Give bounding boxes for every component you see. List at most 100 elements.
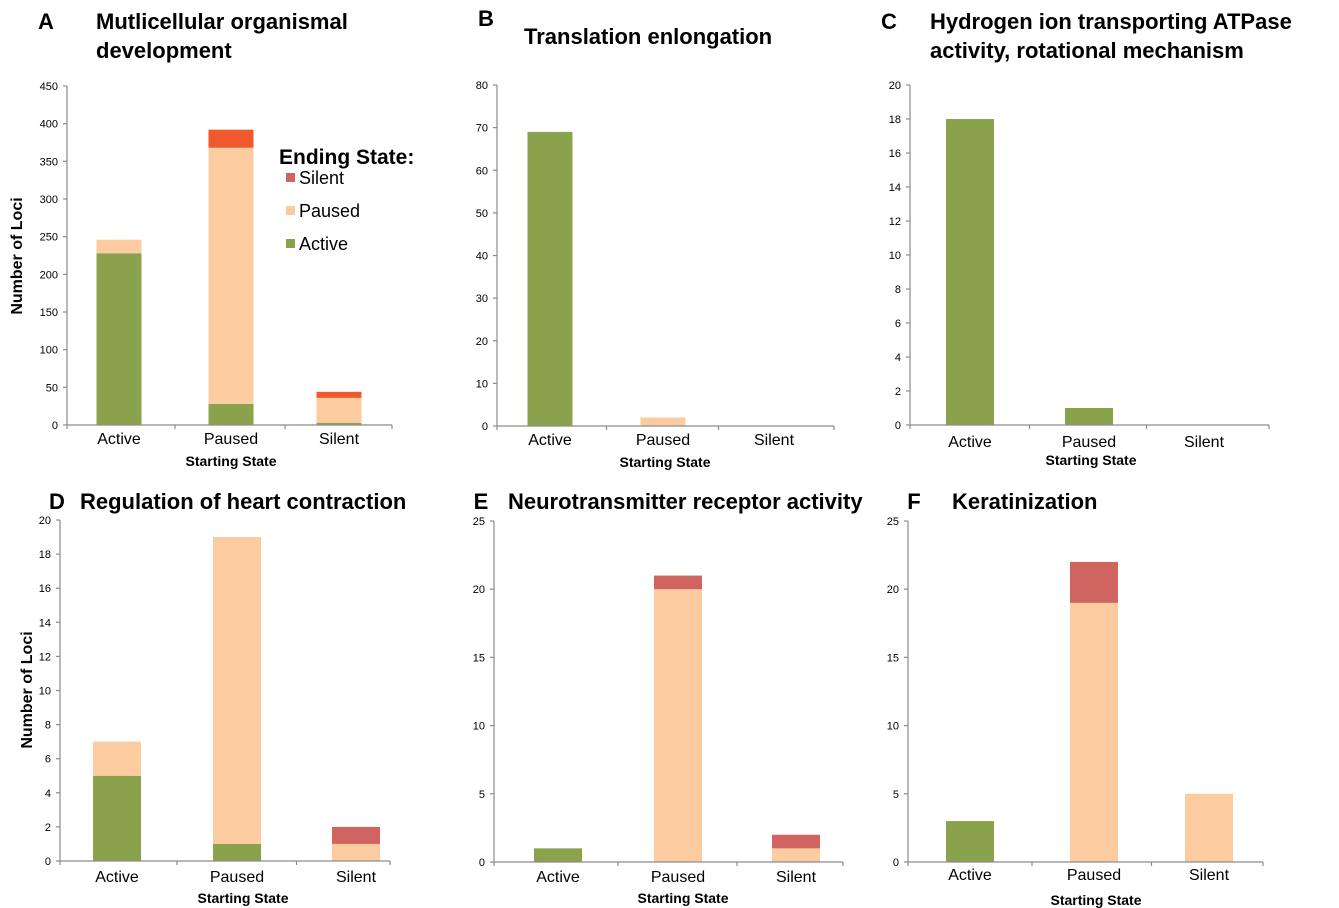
y-tick-label: 0 — [45, 856, 51, 868]
y-tick-label: 15 — [887, 652, 899, 664]
bar-active-active — [534, 848, 582, 862]
x-tick-label: Silent — [1184, 434, 1225, 451]
y-tick-label: 50 — [46, 382, 58, 394]
y-tick-label: 12 — [39, 651, 51, 663]
chart-panel-d: D Regulation of heart contraction 0 2 4 6 8 10 1… — [19, 489, 406, 906]
y-tick-label: 15 — [473, 652, 485, 664]
y-tick-label: 60 — [476, 165, 488, 177]
panel-letter: C — [881, 9, 897, 34]
y-tick-label: 50 — [476, 208, 488, 220]
y-tick-label: 2 — [45, 822, 51, 834]
y-tick-label: 0 — [895, 420, 901, 432]
x-tick-label: Active — [97, 431, 141, 448]
x-axis-label: Starting State — [185, 453, 276, 469]
y-tick-label: 200 — [40, 269, 58, 281]
y-tick-label: 25 — [473, 516, 485, 528]
y-tick-label: 350 — [40, 156, 58, 168]
bar-silent-paused — [654, 575, 702, 590]
bar-paused-paused — [213, 537, 261, 844]
x-tick-label: Active — [948, 434, 992, 451]
y-tick-label: 450 — [40, 81, 58, 93]
chart-panels: A Mutlicellular organismaldevelopment0501… — [9, 6, 1292, 908]
y-tick-label: 6 — [45, 754, 51, 766]
panel-title: development — [96, 38, 232, 63]
y-tick-label: 20 — [473, 584, 485, 596]
chart-panel-a: A Mutlicellular organismal development 0 50 1… — [9, 9, 393, 469]
bar-paused-silent — [316, 397, 362, 423]
y-tick-label: 10 — [887, 721, 899, 733]
bar-active-active — [96, 253, 142, 425]
y-tick-label: 100 — [40, 345, 58, 357]
y-tick-label: 12 — [889, 216, 901, 228]
y-tick-label: 0 — [52, 420, 58, 432]
bar-silent-silent — [332, 826, 380, 844]
bar-paused-paused — [654, 589, 702, 862]
y-tick-label: 16 — [39, 583, 51, 595]
panel-title: Regulation of heart contraction — [80, 489, 406, 514]
panel-title: Keratinization — [952, 489, 1097, 514]
y-tick-label: 5 — [479, 789, 485, 801]
legend-label-paused: Paused — [299, 201, 360, 221]
x-axis-label: Starting State — [197, 890, 288, 906]
panel-title: Neurotransmitter receptor activity — [508, 489, 863, 514]
panel-letter: E — [474, 489, 489, 514]
x-tick-label: Paused — [1062, 434, 1116, 451]
y-tick-label: 30 — [476, 293, 488, 305]
x-tick-label: Active — [536, 869, 580, 886]
x-axis-label: Starting State — [1045, 452, 1136, 468]
y-tick-label: 80 — [476, 80, 488, 92]
bar-active-active — [93, 775, 141, 861]
y-axis-label: Number of Loci — [9, 197, 26, 314]
y-tick-label: 20 — [39, 515, 51, 527]
bar-active-active — [946, 119, 994, 425]
y-tick-label: 16 — [889, 148, 901, 160]
x-axis-label: Starting State — [637, 890, 728, 906]
x-tick-label: Silent — [754, 432, 795, 449]
legend-label-active: Active — [299, 234, 348, 254]
bar-paused-active — [96, 239, 142, 254]
x-tick-label: Active — [95, 869, 139, 886]
y-tick-label: 20 — [889, 80, 901, 92]
y-tick-label: 10 — [39, 686, 51, 698]
bar-paused-paused — [1070, 602, 1118, 862]
x-tick-label: Silent — [1189, 867, 1230, 884]
y-tick-label: 0 — [482, 421, 488, 433]
y-axis-label: Number of Loci — [19, 631, 36, 748]
y-tick-label: 0 — [893, 857, 899, 869]
panel-title: Translation enlongation — [524, 24, 772, 49]
panel-title: activity, rotational mechanism — [930, 38, 1244, 63]
y-tick-label: 150 — [40, 307, 58, 319]
bar-active-paused — [1065, 408, 1113, 425]
y-tick-label: 18 — [39, 549, 51, 561]
x-tick-label: Active — [948, 867, 992, 884]
legend-items: Silent Paused Active — [286, 168, 360, 254]
y-tick-label: 2 — [895, 386, 901, 398]
legend-swatch-paused — [286, 206, 295, 215]
x-axis-label: Starting State — [619, 454, 710, 470]
y-tick-label: 8 — [895, 284, 901, 296]
panel-title: Hydrogen ion transporting ATPase — [930, 9, 1292, 34]
y-tick-label: 0 — [479, 857, 485, 869]
y-tick-label: 4 — [45, 788, 51, 800]
bar-silent-silent — [316, 391, 362, 398]
bar-paused-paused — [640, 417, 686, 426]
bar-paused-active — [93, 741, 141, 776]
x-tick-label: Paused — [636, 432, 690, 449]
x-tick-label: Paused — [204, 431, 258, 448]
legend-label-silent: Silent — [299, 168, 344, 188]
y-tick-label: 400 — [40, 119, 58, 131]
y-tick-label: 6 — [895, 318, 901, 330]
panel-letter: B — [478, 6, 494, 31]
y-tick-label: 25 — [887, 516, 899, 528]
chart-panel-b: B Translation enlongation 0 10 20 30 40 50 60 70 8… — [476, 6, 835, 470]
y-tick-label: 18 — [889, 114, 901, 126]
bar-silent-paused — [1070, 561, 1118, 603]
chart-panel-e: E Neurotransmitter receptor activity 0 5 10 1… — [473, 489, 864, 906]
y-tick-label: 250 — [40, 232, 58, 244]
y-tick-label: 14 — [889, 182, 901, 194]
y-tick-label: 10 — [889, 250, 901, 262]
y-tick-label: 70 — [476, 123, 488, 135]
y-tick-label: 20 — [476, 336, 488, 348]
panel-title: Mutlicellular organismal — [96, 9, 348, 34]
